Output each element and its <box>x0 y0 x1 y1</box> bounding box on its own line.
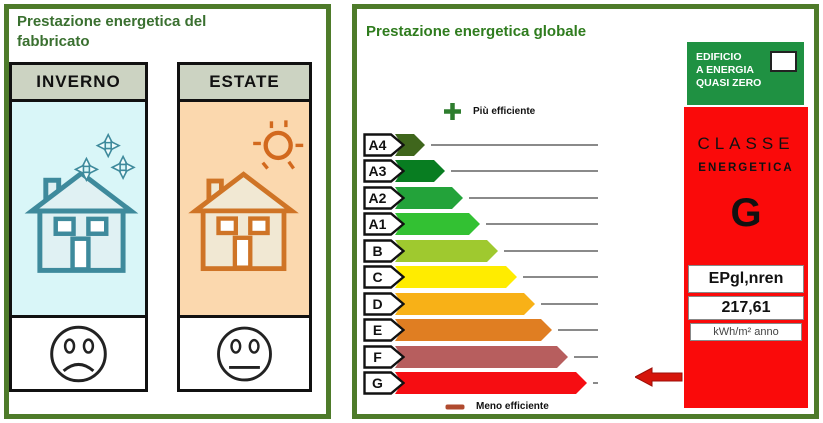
class-arrow-f <box>395 346 568 368</box>
energy-class-row-c: C <box>363 265 613 289</box>
scale-line-c <box>523 276 598 278</box>
energy-class-row-e: E <box>363 318 613 342</box>
scale-line-b <box>504 250 598 252</box>
class-arrow-e <box>395 319 552 341</box>
metric-unit: kWh/m² anno <box>690 323 802 341</box>
left-panel-title: Prestazione energetica del fabbricato <box>17 13 207 51</box>
energy-class-row-d: D <box>363 292 613 316</box>
nzeb-line-3: QUASI ZERO <box>696 77 762 90</box>
energy-class-row-g: G <box>363 371 613 395</box>
class-label-a2: A2 <box>363 186 405 210</box>
less-efficient-label: Meno efficiente <box>476 401 549 412</box>
plus-icon <box>444 103 461 120</box>
sad-face-icon <box>50 325 107 382</box>
class-label-b: B <box>363 239 405 263</box>
summer-column-header: ESTATE <box>177 62 312 102</box>
energy-class-row-b: B <box>363 239 613 263</box>
class-label-a1: A1 <box>363 212 405 236</box>
scale-line-g <box>593 382 598 384</box>
class-arrow-g <box>395 372 587 394</box>
class-label-e: E <box>363 318 405 342</box>
scale-line-f <box>574 356 598 358</box>
global-performance-panel: Prestazione energetica globale Più effic… <box>352 4 819 419</box>
winter-rating-face-box <box>9 318 148 392</box>
class-label-a3: A3 <box>363 159 405 183</box>
energy-class-box: CLASSE ENERGETICA G EPgl,nren 217,61 kWh… <box>684 107 808 408</box>
class-label-f: F <box>363 345 405 369</box>
class-label-a4: A4 <box>363 133 405 157</box>
right-panel-title: Prestazione energetica globale <box>366 23 587 40</box>
svg-text:A2: A2 <box>369 190 387 206</box>
svg-text:A3: A3 <box>369 163 387 179</box>
winter-column-header: INVERNO <box>9 62 148 102</box>
scale-line-a3 <box>451 170 598 172</box>
scale-line-a1 <box>486 223 598 225</box>
class-arrow-a1 <box>395 213 480 235</box>
class-box-title-1: CLASSE <box>697 134 795 153</box>
neutral-face-icon <box>217 326 272 381</box>
scale-line-a4 <box>431 144 598 146</box>
svg-text:D: D <box>372 296 382 312</box>
energy-class-letter: G <box>730 191 762 235</box>
more-efficient-legend: Più efficiente <box>443 102 535 121</box>
svg-text:F: F <box>373 349 382 365</box>
class-label-g: G <box>363 371 405 395</box>
energy-class-row-f: F <box>363 345 613 369</box>
svg-text:G: G <box>372 375 383 391</box>
svg-text:A4: A4 <box>369 137 387 153</box>
winter-house-icon <box>24 132 139 273</box>
nzeb-checkbox[interactable] <box>770 51 797 72</box>
class-label-d: D <box>363 292 405 316</box>
class-arrow-d <box>395 293 535 315</box>
class-box-title-2: ENERGETICA <box>698 162 794 174</box>
energy-class-row-a1: A1 <box>363 212 613 236</box>
metric-value: 217,61 <box>688 296 804 320</box>
summer-house-panel <box>177 102 312 318</box>
summer-rating-face-box <box>177 318 312 392</box>
summer-column: ESTATE <box>177 62 312 392</box>
energy-class-row-a2: A2 <box>363 186 613 210</box>
summer-house-icon <box>188 120 304 272</box>
class-indicator-arrow-icon <box>635 367 683 387</box>
class-arrow-a4 <box>395 134 425 156</box>
winter-house-panel <box>9 102 148 318</box>
winter-column: INVERNO <box>9 62 148 392</box>
svg-text:A1: A1 <box>369 216 387 232</box>
energy-scale: A4 A3 A2 A1 B C D E F G <box>363 9 613 409</box>
energy-class-row-a3: A3 <box>363 159 613 183</box>
class-arrow-a3 <box>395 160 445 182</box>
scale-line-e <box>558 329 598 331</box>
class-label-c: C <box>363 265 405 289</box>
scale-line-d <box>541 303 598 305</box>
class-arrow-a2 <box>395 187 463 209</box>
svg-text:E: E <box>373 322 382 338</box>
class-arrow-c <box>395 266 517 288</box>
nzeb-box: EDIFICIO A ENERGIA QUASI ZERO <box>687 42 804 105</box>
more-efficient-label: Più efficiente <box>473 106 536 117</box>
building-performance-panel: Prestazione energetica del fabbricato IN… <box>4 4 331 419</box>
sun-icon <box>253 120 304 170</box>
svg-text:B: B <box>372 243 382 259</box>
minus-icon <box>445 404 465 409</box>
nzeb-line-1: EDIFICIO <box>696 51 742 63</box>
metric-name: EPgl,nren <box>688 265 804 293</box>
snowflakes-icon <box>73 132 136 183</box>
svg-text:C: C <box>372 269 382 285</box>
less-efficient-legend: Meno efficiente <box>445 401 549 412</box>
scale-line-a2 <box>469 197 598 199</box>
class-arrow-b <box>395 240 498 262</box>
nzeb-line-2: A ENERGIA <box>696 64 754 77</box>
energy-class-row-a4: A4 <box>363 133 613 157</box>
